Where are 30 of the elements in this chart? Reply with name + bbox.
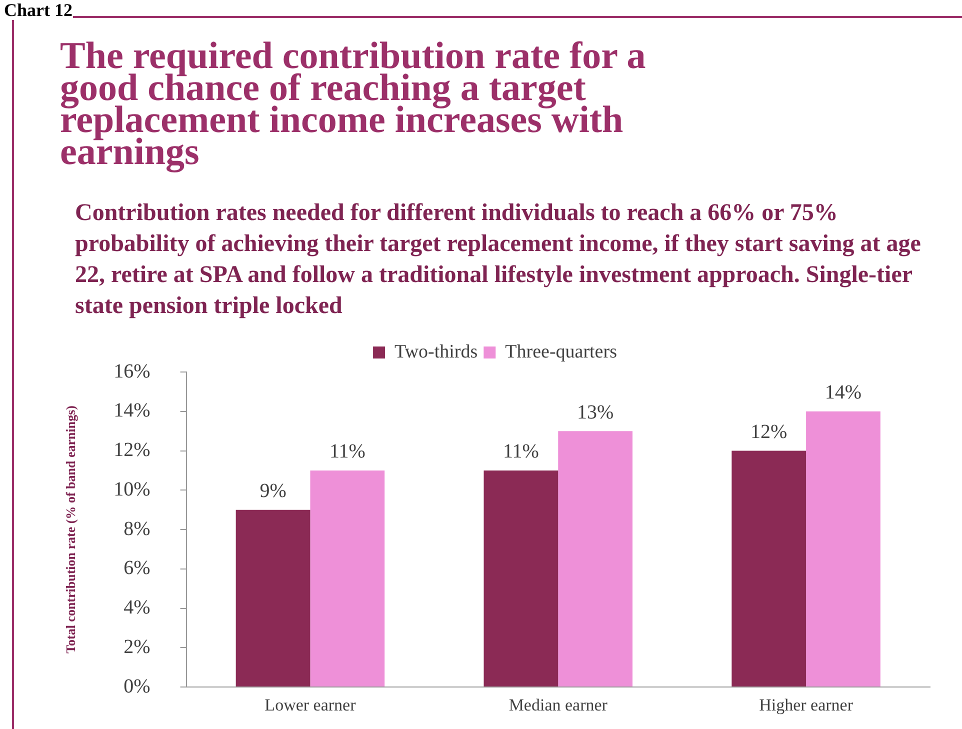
- legend-label: Three-quarters: [505, 341, 617, 362]
- y-tick-label: 4%: [124, 596, 150, 618]
- data-label: 13%: [576, 401, 614, 424]
- legend-label: Two-thirds: [394, 341, 478, 362]
- data-label: 11%: [502, 440, 539, 463]
- x-tick-label: Lower earner: [264, 696, 356, 715]
- caption: Chart 12: [4, 0, 72, 20]
- y-tick-label: 12%: [114, 439, 150, 461]
- bar: [236, 510, 310, 686]
- bar: [484, 470, 558, 686]
- y-tick-label: 2%: [124, 636, 150, 658]
- bar: [558, 431, 633, 686]
- data-label: 12%: [750, 421, 788, 443]
- data-label: 14%: [824, 382, 862, 404]
- bar: [806, 411, 880, 686]
- y-tick-label: 6%: [124, 557, 150, 580]
- y-tick-label: 16%: [114, 360, 150, 382]
- y-tick-label: 10%: [114, 478, 150, 500]
- y-tick-label: 8%: [124, 518, 150, 540]
- chart-title: The required contribution rate for a good chance of reaching a target replacement income increases with earnings: [60, 35, 647, 173]
- y-tick-label: 14%: [114, 400, 150, 422]
- data-label: 9%: [260, 480, 286, 502]
- x-tick-label: Higher earner: [759, 696, 854, 715]
- bar: [732, 450, 806, 686]
- x-tick-label: Median earner: [508, 696, 608, 715]
- y-axis-title: Total contribution rate (% of band earnings): [63, 406, 78, 654]
- bar: [310, 470, 385, 686]
- y-tick-label: 0%: [124, 675, 150, 698]
- data-label: 11%: [329, 440, 366, 463]
- chart-subtitle: Contribution rates needed for different individuals to reach a 66% or 75% probability of achieving their target replacement income, if they start saving at age 22, retire at SPA and follow a traditional lifestyle investment approach. Single-tier state pension triple locked: [75, 199, 922, 321]
